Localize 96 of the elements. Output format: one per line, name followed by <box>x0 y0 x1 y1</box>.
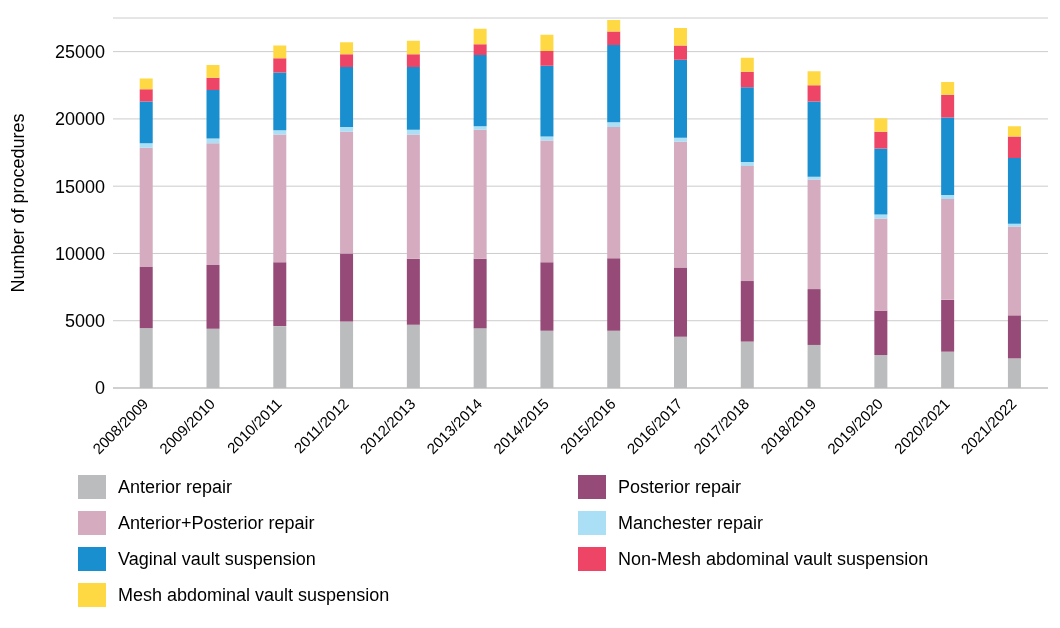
bar <box>607 258 621 331</box>
legend-label: Non-Mesh abdominal vault suspension <box>618 548 929 570</box>
bar <box>807 85 821 102</box>
bar <box>340 131 354 254</box>
y-tick-label: 5000 <box>64 311 105 332</box>
bar <box>406 67 420 130</box>
bar <box>874 310 888 356</box>
bar <box>139 147 153 267</box>
bar <box>674 137 687 142</box>
bar <box>273 72 287 131</box>
bar <box>874 148 888 215</box>
bar <box>206 264 220 329</box>
bar <box>607 126 621 259</box>
bar <box>273 45 287 59</box>
bar <box>139 89 153 102</box>
bar <box>540 65 554 137</box>
bar <box>807 289 821 345</box>
bar <box>473 129 487 259</box>
bar <box>540 50 554 66</box>
bar <box>1007 223 1021 227</box>
bar <box>273 134 287 263</box>
bar <box>273 130 287 135</box>
bar <box>941 194 955 199</box>
bar <box>1007 226 1021 316</box>
bar <box>206 138 220 144</box>
legend-label: Anterior repair <box>118 476 233 498</box>
bar <box>740 57 754 72</box>
bar <box>941 198 955 300</box>
bar <box>406 134 420 259</box>
bar <box>740 71 754 88</box>
bar <box>540 34 554 51</box>
bar <box>206 89 220 139</box>
bar <box>674 45 687 60</box>
y-tick-label: 20000 <box>54 109 105 130</box>
bar <box>206 65 220 78</box>
bar <box>406 258 420 325</box>
y-tick-label: 0 <box>94 378 105 399</box>
bar <box>340 253 354 322</box>
bar <box>1007 315 1021 359</box>
bar <box>874 214 888 219</box>
bar <box>340 42 354 55</box>
bar <box>740 87 754 162</box>
bar <box>607 122 621 127</box>
legend-label: Mesh abdominal vault suspension <box>118 584 390 606</box>
bar <box>674 267 687 337</box>
bar <box>473 55 487 127</box>
bar <box>807 101 821 177</box>
y-tick-label: 15000 <box>54 176 105 197</box>
bar <box>540 140 554 263</box>
bar <box>139 78 153 90</box>
bar <box>674 28 687 46</box>
bar <box>139 143 153 148</box>
bar <box>1007 136 1021 158</box>
bar <box>340 67 354 127</box>
bar <box>740 281 754 342</box>
bar <box>874 118 888 132</box>
bar <box>941 117 955 195</box>
bar <box>406 40 420 55</box>
bar <box>1007 157 1021 224</box>
legend-label: Manchester repair <box>618 512 764 534</box>
bar <box>540 262 554 331</box>
bar <box>740 166 754 282</box>
bar <box>206 77 220 90</box>
legend-label: Anterior+Posterior repair <box>118 512 315 534</box>
bar <box>607 44 621 123</box>
bar <box>340 54 354 68</box>
bar <box>139 101 153 144</box>
bar <box>139 266 153 329</box>
bar <box>540 136 554 141</box>
bar <box>473 28 487 45</box>
bar <box>473 258 487 329</box>
bar <box>941 299 955 352</box>
bar <box>1007 126 1021 137</box>
y-axis-title: Number of procedures <box>8 113 29 293</box>
bar <box>874 218 888 311</box>
bar <box>674 59 687 138</box>
bar <box>941 81 955 95</box>
bar <box>607 31 621 45</box>
bar <box>941 94 955 118</box>
bar <box>340 126 354 132</box>
bar <box>273 58 287 73</box>
y-tick-label: 10000 <box>54 243 105 264</box>
bar <box>874 131 888 149</box>
bar <box>740 161 754 166</box>
legend-label: Vaginal vault suspension <box>118 548 316 570</box>
bar <box>473 44 487 55</box>
legend-label: Posterior repair <box>618 476 742 498</box>
bar <box>473 126 487 130</box>
bar <box>674 141 687 268</box>
bar <box>807 71 821 86</box>
bar <box>206 143 220 265</box>
bar <box>273 262 287 327</box>
y-tick-label: 25000 <box>54 42 105 63</box>
bar <box>807 179 821 290</box>
bar <box>406 54 420 68</box>
bar <box>607 20 621 32</box>
